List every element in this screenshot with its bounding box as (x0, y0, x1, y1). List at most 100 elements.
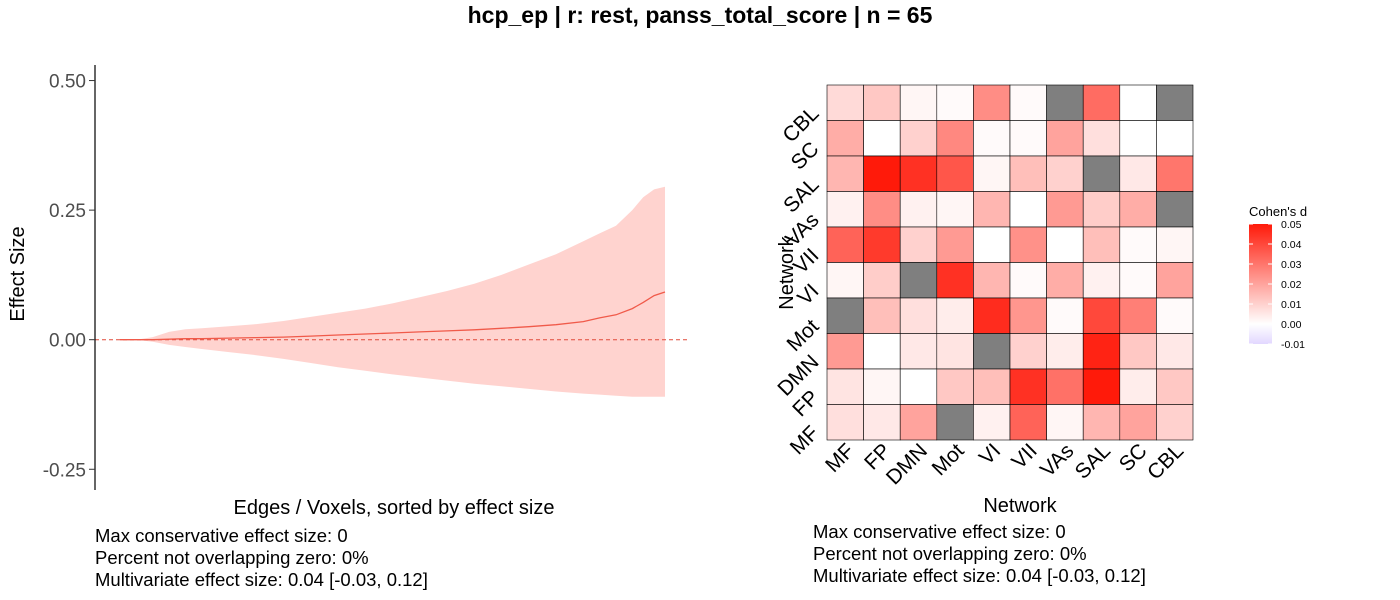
heatmap-cell (1119, 333, 1157, 370)
heatmap-cell (936, 191, 974, 228)
heatmap-cell (1009, 191, 1047, 228)
confidence-band (120, 186, 665, 397)
heatmap-cell (863, 297, 901, 334)
heatmap-cell (1009, 404, 1047, 441)
heatmap-cell (973, 333, 1011, 370)
y-tick-label: 0.50 (49, 72, 86, 93)
heatmap-cell (826, 368, 864, 405)
heatmap-cell (1156, 262, 1194, 299)
heatmap-cell (826, 155, 864, 192)
heatmap-cell (1009, 262, 1047, 299)
x-category-label: VAs (1036, 439, 1078, 481)
heatmap-cell (1082, 120, 1121, 157)
colorbar (1249, 224, 1272, 344)
heatmap-cell (936, 297, 974, 334)
heatmap-cell (899, 226, 938, 263)
legend-title: Cohen's d (1249, 204, 1307, 219)
heatmap-cell (1046, 404, 1084, 441)
heatmap-cell (899, 191, 938, 228)
left-percent-not-zero: Percent not overlapping zero: 0% (95, 547, 369, 568)
x-category-label: SAL (1071, 439, 1115, 483)
heatmap-cell (1082, 155, 1121, 192)
right-max-conservative: Max conservative effect size: 0 (813, 521, 1066, 542)
heatmap-cell (1156, 120, 1194, 157)
heatmap-cell (1046, 84, 1084, 121)
heatmap-y-title: Network (776, 235, 798, 309)
heatmap-cell (1156, 404, 1194, 441)
right-percent-not-zero: Percent not overlapping zero: 0% (813, 543, 1087, 564)
heatmap-cell (899, 404, 938, 441)
effect-size-line (120, 291, 666, 341)
y-tick-label: 0.25 (49, 201, 86, 222)
heatmap-cell (899, 262, 938, 299)
heatmap-cell (899, 333, 938, 370)
right-stats: Max conservative effect size: 0 Percent … (813, 521, 1146, 587)
heatmap-cell (826, 297, 864, 334)
heatmap-cell (1156, 84, 1194, 121)
heatmap-cell (1009, 155, 1047, 192)
heatmap-cell (936, 368, 974, 405)
heatmap-cell (1046, 155, 1084, 192)
left-stats: Max conservative effect size: 0 Percent … (95, 525, 428, 591)
y-tick-label: -0.25 (43, 460, 86, 481)
heatmap-cell (899, 155, 938, 192)
colorbar-tick-label: -0.01 (1281, 339, 1305, 351)
x-axis-title: Edges / Voxels, sorted by effect size (234, 497, 555, 519)
heatmap-cell (899, 84, 938, 121)
heatmap-cell (1082, 84, 1121, 121)
heatmap-cell (826, 226, 864, 263)
y-category-label: MF (786, 422, 824, 460)
right-multivariate: Multivariate effect size: 0.04 [-0.03, 0… (813, 565, 1146, 586)
x-category-label: VII (1007, 439, 1041, 473)
heatmap-cell (863, 404, 901, 441)
heatmap-cell (826, 333, 864, 370)
heatmap-cell (973, 120, 1011, 157)
heatmap-cell (1156, 297, 1194, 334)
y-category-label: Mot (783, 315, 824, 356)
heatmap-cell (1082, 226, 1121, 263)
heatmap-cell (936, 262, 974, 299)
heatmap-cell (826, 84, 864, 121)
x-category-label: MF (821, 439, 859, 477)
heatmap-cell (973, 84, 1011, 121)
heatmap-cell (1156, 191, 1194, 228)
heatmap-cell (1119, 226, 1157, 263)
colorbar-tick-label: 0.01 (1281, 299, 1302, 311)
heatmap-cell (973, 404, 1011, 441)
heatmap-cell (863, 226, 901, 263)
heatmap-cell (1082, 333, 1121, 370)
heatmap-cell (1119, 297, 1157, 334)
heatmap-cell (936, 155, 974, 192)
heatmap-cell (899, 120, 938, 157)
heatmap-cell (863, 120, 901, 157)
effect-size-plot: -0.25 0.00 0.25 0.50 Edges / Voxels, sorted … (7, 65, 690, 519)
heatmap-cell (973, 262, 1011, 299)
heatmap-cell (1046, 226, 1084, 263)
heatmap-cell (1009, 333, 1047, 370)
heatmap-cell (863, 155, 901, 192)
heatmap-cell (1119, 155, 1157, 192)
heatmap-cell (1119, 84, 1157, 121)
x-category-label: VI (975, 439, 1005, 469)
heatmap-cell (936, 404, 974, 441)
heatmap-cell (1119, 191, 1157, 228)
heatmap-cell (973, 297, 1011, 334)
heatmap-cell (1156, 155, 1194, 192)
y-axis-title: Effect Size (7, 226, 29, 321)
heatmap-cell (973, 368, 1011, 405)
page-title: hcp_ep | r: rest, panss_total_score | n … (467, 2, 933, 28)
heatmap-cell (1009, 84, 1047, 121)
heatmap-cell (1082, 262, 1121, 299)
heatmap-cell (1046, 262, 1084, 299)
heatmap-cell (1009, 297, 1047, 334)
heatmap-cell (863, 262, 901, 299)
heatmap-cell (863, 368, 901, 405)
x-category-label: CBL (1143, 439, 1188, 484)
heatmap-cell (863, 333, 901, 370)
heatmap-cell (1046, 297, 1084, 334)
heatmap-cell (973, 226, 1011, 263)
heatmap-cell (1009, 120, 1047, 157)
heatmap-cell (1082, 297, 1121, 334)
heatmap-cell (1156, 226, 1194, 263)
heatmap-cell (1082, 191, 1121, 228)
